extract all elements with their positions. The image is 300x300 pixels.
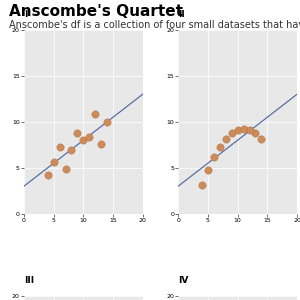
Text: II: II xyxy=(178,10,185,19)
Point xyxy=(99,142,103,146)
Point xyxy=(51,159,56,164)
Point xyxy=(87,135,92,140)
Point xyxy=(75,130,80,135)
Point xyxy=(247,128,252,132)
Point xyxy=(259,137,264,142)
Point xyxy=(81,137,86,142)
Point xyxy=(224,136,228,141)
Point xyxy=(241,126,246,131)
Point xyxy=(212,155,216,160)
Point xyxy=(218,145,222,149)
Point xyxy=(45,172,50,177)
Point xyxy=(235,127,240,132)
Point xyxy=(69,147,74,152)
Text: I: I xyxy=(24,10,27,19)
Text: Anscombe's Quartet: Anscombe's Quartet xyxy=(9,4,183,20)
Text: III: III xyxy=(24,276,34,285)
Point xyxy=(63,167,68,172)
Point xyxy=(253,131,258,136)
Text: IV: IV xyxy=(178,276,189,285)
Point xyxy=(206,168,210,172)
Text: Anscombe's df is a collection of four small datasets that have nearly identi: Anscombe's df is a collection of four sm… xyxy=(9,20,300,29)
Point xyxy=(57,145,62,150)
Point xyxy=(200,183,204,188)
Point xyxy=(93,112,98,116)
Point xyxy=(105,120,110,124)
Point xyxy=(229,131,234,136)
